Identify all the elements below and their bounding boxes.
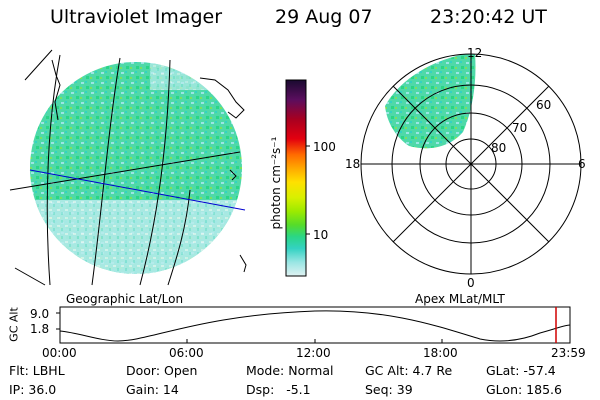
alt-ylabel: GC Alt xyxy=(7,307,21,342)
instrument-title: Ultraviolet Imager xyxy=(50,6,223,28)
alt-xtick-2359: 23:59 xyxy=(551,346,586,360)
mlt-label-12: 12 xyxy=(467,46,483,60)
alt-ytick-9: 9.0 xyxy=(30,307,50,321)
dsp-value: Dsp: -5.1 xyxy=(246,382,311,397)
filter-value: Flt: LBHL xyxy=(9,363,65,378)
door-value: Door: Open xyxy=(126,363,198,378)
mode-value: Mode: Normal xyxy=(246,363,334,378)
alt-ytick-1-8: 1.8 xyxy=(30,322,50,336)
colorbar xyxy=(285,79,310,277)
altitude-plot xyxy=(56,306,571,344)
ip-value: IP: 36.0 xyxy=(9,382,57,397)
alt-xtick-0000: 00:00 xyxy=(42,346,77,360)
gain-value: Gain: 14 xyxy=(126,382,179,397)
glat-value: GLat: -57.4 xyxy=(486,363,556,378)
gc-alt-value: GC Alt: 4.7 Re xyxy=(365,363,453,378)
lat-label-80: 80 xyxy=(491,141,507,155)
geographic-image xyxy=(9,49,247,286)
time-label: 23:20:42 UT xyxy=(430,6,547,28)
polar-caption: Apex MLat/MLT xyxy=(415,292,505,306)
mlt-label-0: 0 xyxy=(467,276,475,290)
seq-value: Seq: 39 xyxy=(365,382,413,397)
alt-xtick-1800: 18:00 xyxy=(423,346,458,360)
mlt-label-6: 6 xyxy=(578,157,586,171)
polar-plot xyxy=(360,53,582,275)
alt-xtick-0600: 06:00 xyxy=(169,346,204,360)
colorbar-tick-10: 10 xyxy=(313,228,329,242)
colorbar-tick-100: 100 xyxy=(313,140,336,154)
date-label: 29 Aug 07 xyxy=(275,6,373,28)
lat-label-60: 60 xyxy=(536,98,552,112)
geo-caption: Geographic Lat/Lon xyxy=(66,292,184,306)
colorbar-unit-label: photon cm⁻²s⁻¹ xyxy=(269,136,283,230)
alt-xtick-1200: 12:00 xyxy=(296,346,331,360)
lat-label-70: 70 xyxy=(512,121,528,135)
mlt-label-18: 18 xyxy=(345,157,361,171)
glon-value: GLon: 185.6 xyxy=(486,382,562,397)
